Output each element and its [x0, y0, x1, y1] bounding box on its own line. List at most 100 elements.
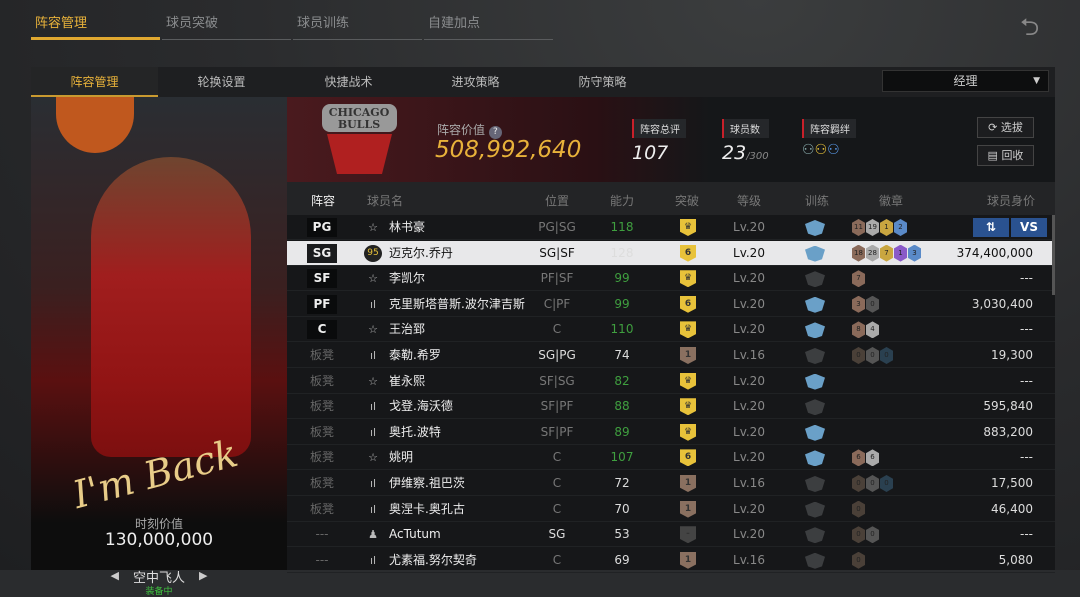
player-count-label: 球员数: [722, 119, 769, 138]
player-name[interactable]: 崔永熙: [389, 373, 426, 388]
col-name[interactable]: 球员名: [367, 194, 404, 208]
player-value: 46,400: [991, 501, 1033, 516]
col-training[interactable]: 训练: [805, 194, 830, 208]
recycle-button[interactable]: ▤ 回收: [977, 145, 1034, 166]
star-icon: ☆: [368, 451, 378, 465]
player-name[interactable]: 奥托.波特: [389, 424, 441, 439]
badge-icon: 0: [866, 526, 879, 544]
table-row[interactable]: SG 95 迈克尔.乔丹 SG|SF 128 6 Lv.20 18 28 7 1 3 3…: [287, 240, 1055, 266]
table-row[interactable]: --- ıl 尤素福.努尔契奇 C 69 1 Lv.16 0 5,080: [287, 548, 1055, 573]
training-icon: [805, 373, 825, 390]
role-select[interactable]: 经理 ▼: [882, 70, 1049, 92]
help-icon[interactable]: ?: [488, 126, 502, 139]
bulls-logo: CHICAGO BULLS: [322, 104, 397, 174]
lineup-slot: ---: [315, 552, 329, 567]
sub-tab-rotation[interactable]: 轮换设置: [197, 75, 246, 89]
badge-icon: 0: [866, 295, 879, 313]
top-tab-breakthrough[interactable]: 球员突破: [162, 12, 291, 40]
player-ability: 118: [610, 220, 634, 234]
badge-icon: 7: [880, 244, 893, 262]
player-name[interactable]: 李凯尔: [389, 271, 426, 286]
player-name[interactable]: 奥涅卡.奥孔古: [389, 501, 465, 516]
player-name[interactable]: 迈克尔.乔丹: [389, 245, 453, 260]
col-level[interactable]: 等级: [737, 194, 762, 208]
table-row[interactable]: PG ☆ 林书豪 PG|SG 118 ♛ Lv.20 11 19 1 2 ⇅ VS: [287, 215, 1055, 240]
table-row[interactable]: 板凳 ıl 奥托.波特 SF|PF 89 ♛ Lv.20 883,200: [287, 420, 1055, 445]
badge-icon: 6: [852, 449, 865, 467]
breakthrough-icon: ♛: [680, 219, 696, 236]
rank-bars-icon: ıl: [369, 502, 377, 516]
badge-icon: 0: [866, 347, 879, 364]
col-ability[interactable]: 能力: [610, 194, 635, 208]
player-level: Lv.20: [733, 322, 765, 337]
lineup-slot: 板凳: [309, 476, 334, 490]
select-button[interactable]: ⟳ 选拔: [977, 117, 1034, 138]
rank-bars-icon: ıl: [369, 553, 377, 567]
player-name[interactable]: AcTutum: [389, 527, 441, 542]
player-name[interactable]: 戈登.海沃德: [389, 399, 453, 414]
badge-icon: 8: [852, 321, 865, 339]
lineup-slot: 板凳: [309, 399, 334, 414]
sub-tab-lineup[interactable]: 阵容管理: [31, 67, 158, 97]
col-position[interactable]: 位置: [545, 194, 570, 208]
sub-tab-quick-tactics[interactable]: 快捷战术: [324, 75, 373, 89]
moment-value: 130,000,000: [104, 530, 214, 550]
badge-icon: 7: [852, 270, 865, 288]
back-arrow-icon[interactable]: ⮌: [1020, 13, 1040, 41]
player-level: Lv.16: [733, 552, 765, 567]
select-button-label: 选拔: [1000, 121, 1023, 134]
col-badges[interactable]: 徽章: [879, 194, 904, 208]
player-name[interactable]: 克里斯塔普斯.波尔津吉斯: [389, 296, 525, 311]
svg-text:BULLS: BULLS: [338, 118, 380, 131]
table-row[interactable]: SF ☆ 李凯尔 PF|SF 99 ♛ Lv.20 7 ---: [287, 266, 1055, 292]
breakthrough-icon: ♛: [680, 321, 696, 339]
col-breakthrough[interactable]: 突破: [675, 194, 700, 208]
player-position: SG|SF: [539, 245, 575, 260]
player-level: Lv.20: [733, 271, 765, 286]
training-icon: [805, 501, 825, 518]
sub-tab-defense[interactable]: 防守策略: [578, 75, 627, 89]
table-row[interactable]: 板凳 ☆ 崔永熙 SF|SG 82 ♛ Lv.20 ---: [287, 369, 1055, 394]
col-lineup[interactable]: 阵容: [311, 194, 336, 208]
col-value[interactable]: 球员身价: [987, 194, 1036, 208]
rank-bars-icon: ıl: [369, 477, 377, 490]
player-name[interactable]: 姚明: [389, 450, 414, 465]
player-name[interactable]: 林书豪: [389, 220, 426, 234]
player-position: SG: [548, 527, 566, 542]
team-value-label-text: 阵容价值: [437, 123, 486, 137]
badge-icon: 11: [852, 219, 865, 236]
table-row[interactable]: 板凳 ıl 戈登.海沃德 SF|PF 88 ♛ Lv.20 595,840: [287, 394, 1055, 420]
swap-button[interactable]: ⇅: [973, 218, 1009, 237]
player-position: C: [552, 322, 562, 337]
player-ability: 72: [614, 476, 630, 490]
lineup-slot: ---: [315, 527, 329, 542]
top-tab-custom-points[interactable]: 自建加点: [424, 12, 553, 40]
breakthrough-icon: 1: [680, 551, 696, 569]
team-rating-value: 107: [632, 142, 669, 164]
badge-icon: 28: [866, 244, 879, 262]
player-name[interactable]: 王治郅: [389, 322, 426, 337]
player-name[interactable]: 泰勒.希罗: [389, 348, 441, 362]
top-tab-training[interactable]: 球员训练: [293, 12, 422, 40]
scrollbar[interactable]: [1052, 215, 1055, 295]
training-icon: [805, 271, 825, 288]
player-name[interactable]: 伊维察.祖巴茨: [389, 476, 465, 490]
table-row[interactable]: 板凳 ıl 奥涅卡.奥孔古 C 70 1 Lv.20 0 46,400: [287, 497, 1055, 522]
top-tab-lineup[interactable]: 阵容管理: [31, 12, 160, 40]
vs-button[interactable]: VS: [1011, 218, 1047, 237]
player-name[interactable]: 尤素福.努尔契奇: [389, 552, 477, 567]
bond-icons[interactable]: ⚇⚇⚇: [802, 142, 856, 158]
player-level: Lv.20: [733, 424, 765, 439]
player-position: PG|SG: [538, 220, 576, 234]
player-level: Lv.20: [733, 373, 765, 388]
equip-status: 装备中: [145, 587, 173, 597]
sub-tab-offense[interactable]: 进攻策略: [451, 75, 500, 89]
